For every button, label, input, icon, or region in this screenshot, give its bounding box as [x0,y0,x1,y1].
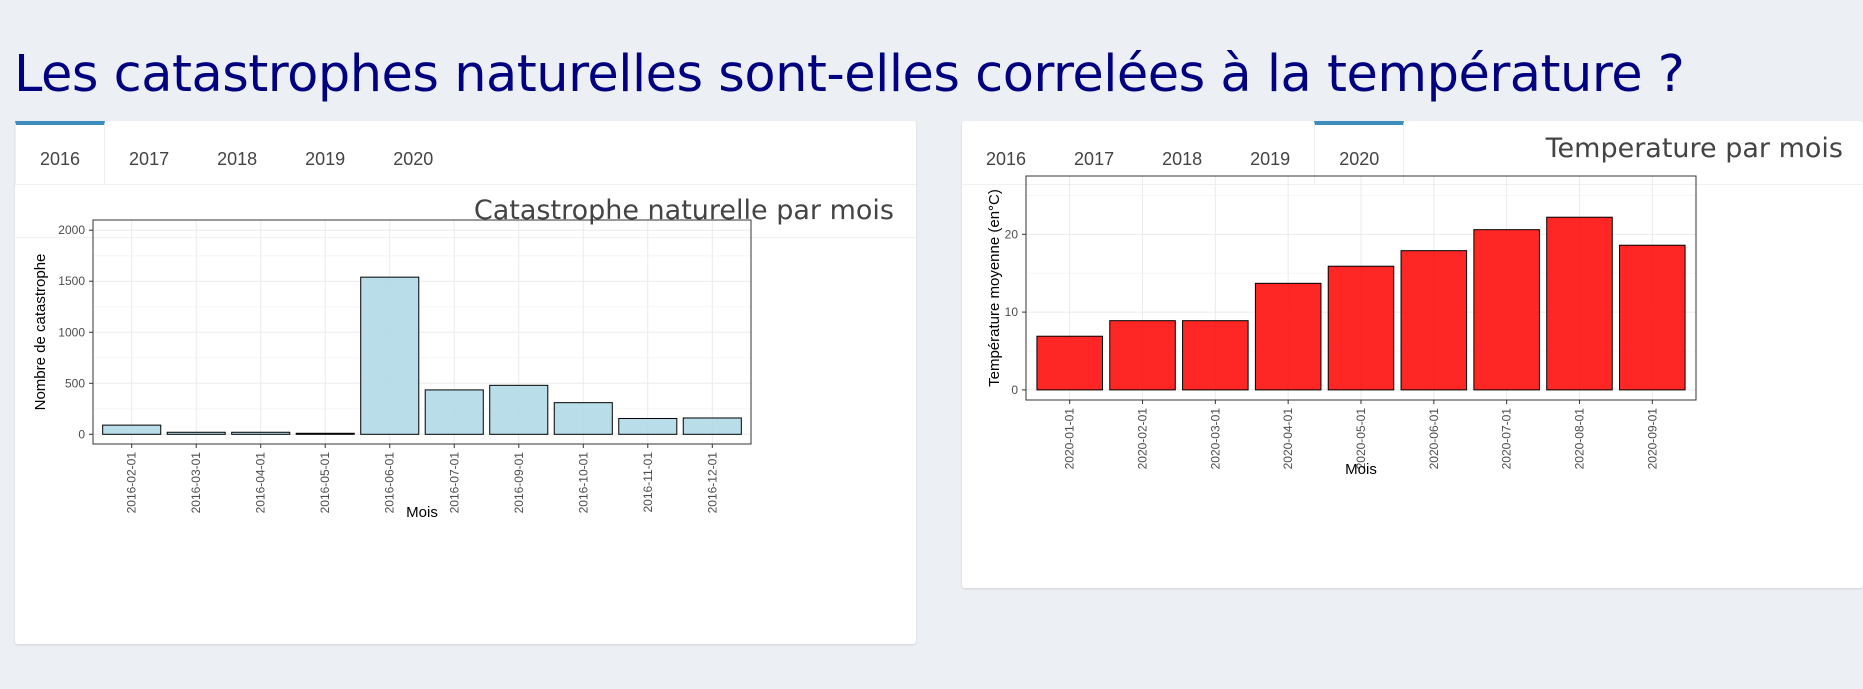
bar [1109,320,1176,391]
x-tick-label: 2020-05-01 [1354,408,1368,470]
y-axis-title: Température moyenne (en°C) [986,189,1003,387]
tab-2017[interactable]: 2017 [129,149,170,169]
y-tick-label: 1000 [58,325,85,339]
temperature-chart-heading: Temperature par mois [1545,133,1843,164]
x-tick-label: 2020-01-01 [1063,408,1077,470]
temperature-bar-chart: 0 10 20 2020-01-01 2020-02-01 2020-03-01 2020-… [986,175,1697,478]
bar [295,432,355,435]
bar [1619,244,1686,391]
y-axis-title: Nombre de catastrophe [32,254,49,411]
tab-2016[interactable]: 2016 [15,121,106,184]
bar [1327,265,1395,391]
bar [166,431,226,435]
y-tick-label: 500 [65,376,85,390]
y-tick-label: 10 [1005,305,1019,319]
disasters-box: 2016 2017 2018 2019 2020 Catastrophe nat… [15,121,916,644]
bar [1400,250,1468,391]
bar [360,276,420,435]
y-tick-label: 20 [1005,227,1019,241]
x-tick-label: 2016-12-01 [705,452,719,514]
disasters-chart-heading: Catastrophe naturelle par mois [473,195,894,226]
x-tick-label: 2020-06-01 [1427,408,1441,470]
temperature-year-tabs: 2016 2017 2018 2019 2020 [962,121,1863,185]
x-tick-label: 2016-06-01 [383,452,397,514]
y-tick-label: 2000 [58,223,85,237]
x-tick-label: 2016-02-01 [125,452,139,514]
bar [1254,282,1322,391]
disasters-year-tabs: 2016 2017 2018 2019 2020 [15,121,916,185]
tab-2019[interactable]: 2019 [305,149,346,169]
x-tick-label: 2016-04-01 [254,452,268,514]
x-tick-label: 2020-08-01 [1572,408,1586,470]
x-tick-label: 2016-10-01 [576,452,590,514]
x-tick-label: 2020-04-01 [1281,408,1295,470]
bar [553,402,613,435]
bar [1546,216,1613,391]
bar [682,417,742,435]
y-tick-label: 1500 [58,274,85,288]
bar [1036,335,1103,391]
bar [1473,229,1540,391]
x-tick-label: 2016-09-01 [512,452,526,514]
x-tick-label: 2016-03-01 [189,452,203,514]
tab-2019[interactable]: 2019 [1250,149,1291,169]
title-divider [15,237,916,238]
bar [1182,320,1249,391]
disasters-bar-chart: 0 500 1000 1500 2000 2016-02-01 2016-03-01 2016… [32,219,752,521]
tab-2020[interactable]: 2020 [1314,121,1405,184]
x-tick-label: 2020-09-01 [1645,408,1659,470]
x-tick-label: 2020-03-01 [1208,408,1222,470]
y-tick-label: 0 [78,427,85,441]
x-tick-label: 2016-05-01 [318,452,332,514]
x-axis-title: Mois [1345,461,1377,478]
temperature-box: 2016 2017 2018 2019 2020 Temperature par… [962,121,1863,588]
bar [424,389,484,435]
x-axis-title: Mois [406,504,438,521]
x-tick-label: 2020-07-01 [1500,408,1514,470]
bar [489,384,549,435]
tab-2020[interactable]: 2020 [393,149,434,169]
bar [231,431,291,435]
bar [618,417,678,435]
y-tick-label: 0 [1011,383,1018,397]
page-title: Les catastrophes naturelles sont-elles c… [14,45,1685,104]
tab-2018[interactable]: 2018 [1162,149,1203,169]
x-tick-label: 2016-11-01 [641,452,655,513]
tab-2016[interactable]: 2016 [986,149,1027,169]
tab-2017[interactable]: 2017 [1074,149,1115,169]
bar [102,424,162,435]
x-tick-label: 2016-07-01 [447,452,461,514]
tab-2018[interactable]: 2018 [217,149,258,169]
x-tick-label: 2020-02-01 [1136,408,1150,470]
